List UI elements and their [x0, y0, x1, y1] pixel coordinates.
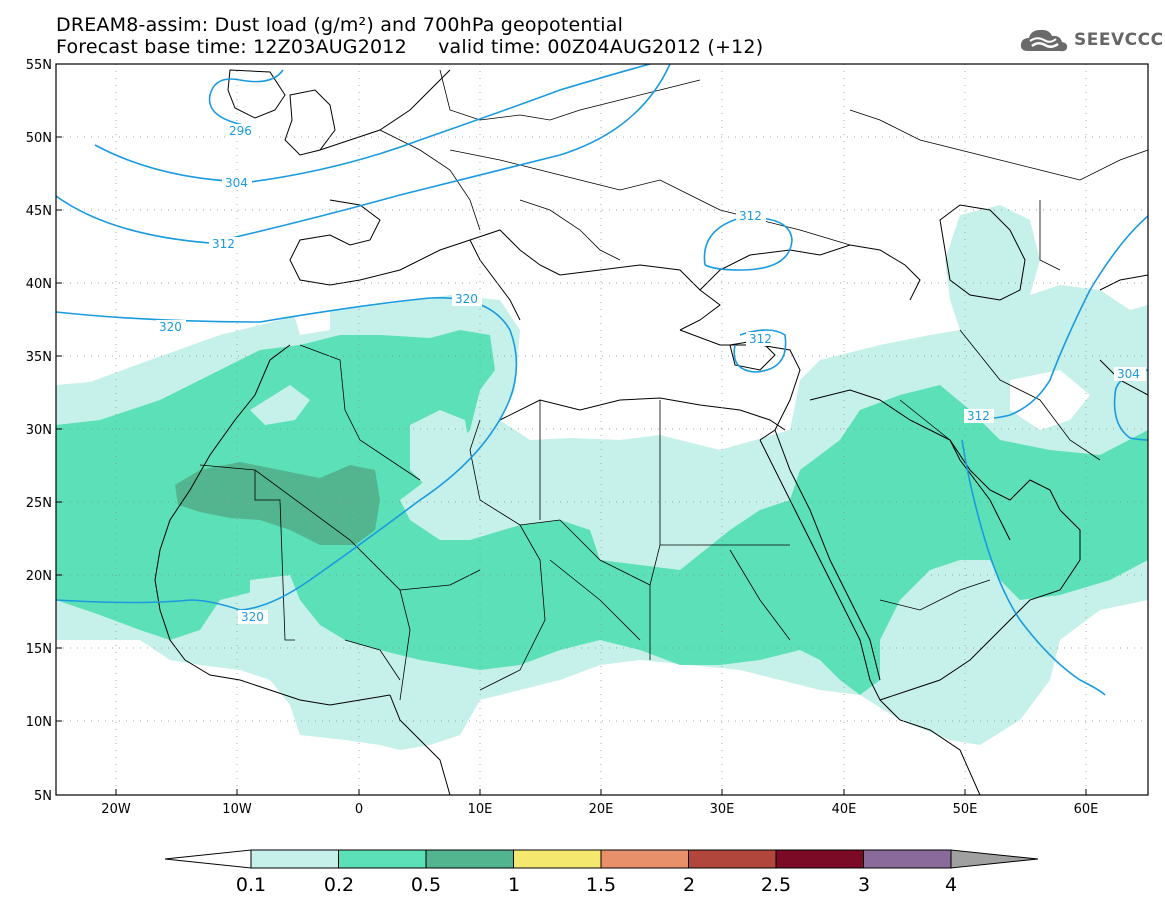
lat-label: 55N	[26, 58, 52, 73]
coastlines	[154, 69, 1148, 795]
dust-region-mid	[56, 330, 1148, 695]
colorbar-tick-label: 0.5	[411, 874, 441, 896]
colorbar-segment	[775, 849, 864, 869]
colorbar-segment	[250, 849, 339, 869]
map-subtitle: Forecast base time: 12Z03AUG2012 valid t…	[56, 36, 764, 58]
colorbar-segment	[425, 849, 514, 869]
dust-gap-1	[1010, 370, 1090, 430]
lon-label: 20W	[101, 802, 131, 817]
lat-label: 25N	[26, 496, 52, 511]
contour-label: 304	[225, 176, 248, 190]
colorbar-tick-label: 3	[858, 874, 870, 896]
contour-label-group: 296 304 312 320 320 320 312 312 312 304	[156, 124, 1146, 624]
contour-312-cyprus	[733, 329, 787, 373]
colorbar-segment	[863, 849, 952, 869]
colorbar-segment	[688, 849, 777, 869]
contour-312-east	[974, 215, 1148, 421]
contour-label: 320	[241, 610, 264, 624]
lon-label: 40E	[832, 802, 857, 817]
colorbar-tick-label: 4	[945, 874, 957, 896]
lon-label: 0	[355, 802, 363, 817]
lon-label: 30E	[710, 802, 735, 817]
lon-label: 60E	[1074, 802, 1099, 817]
lon-label: 10E	[468, 802, 493, 817]
lat-label: 30N	[26, 423, 52, 438]
dust-gap-5	[250, 575, 300, 610]
colorbar-under-triangle	[164, 849, 252, 869]
lat-label: 15N	[26, 642, 52, 657]
lat-label: 20N	[26, 569, 52, 584]
colorbar-tick-label: 0.2	[324, 874, 354, 896]
contour-304	[94, 64, 651, 183]
contour-label: 312	[212, 237, 235, 251]
colorbar-labels: 0.1 0.2 0.5 1 1.5 2 2.5 3 4	[236, 874, 957, 896]
dust-gap-6	[920, 595, 1000, 640]
lat-label: 5N	[34, 789, 52, 804]
seevccc-logo: SEEVCCC	[1018, 25, 1164, 55]
dust-gap-3	[250, 385, 310, 425]
lat-label: 50N	[26, 131, 52, 146]
lon-label: 50E	[953, 802, 978, 817]
lon-label: 20E	[589, 802, 614, 817]
map-title: DREAM8-assim: Dust load (g/m²) and 700hP…	[56, 14, 624, 36]
contour-312-black	[703, 216, 793, 271]
colorbar-segment	[600, 849, 689, 869]
cloud-icon	[1020, 29, 1068, 52]
contour-label: 304	[1117, 367, 1140, 381]
colorbar-tick-label: 2	[683, 874, 695, 896]
contour-label: 312	[749, 332, 772, 346]
lat-label: 40N	[26, 277, 52, 292]
contour-label: 312	[739, 209, 762, 223]
longitude-labels: 20W 10W 0 10E 20E 30E 40E 50E 60E	[101, 802, 1098, 817]
colorbar-tick-label: 1.5	[586, 874, 616, 896]
colorbar	[164, 849, 1039, 869]
lat-label: 45N	[26, 204, 52, 219]
contour-label: 296	[229, 124, 252, 138]
map-content	[56, 64, 1148, 795]
colorbar-tick-label: 1	[508, 874, 520, 896]
logo-text: SEEVCCC	[1074, 30, 1164, 50]
dust-gap-4	[410, 410, 470, 490]
borders	[199, 69, 1148, 701]
dust-gap-2	[290, 300, 330, 335]
axis-ticks	[56, 63, 1087, 795]
lat-label: 35N	[26, 350, 52, 365]
contour-296	[208, 69, 284, 128]
latitude-labels: 55N 50N 45N 40N 35N 30N 25N 20N 15N 10N …	[26, 58, 52, 804]
contour-label: 320	[455, 292, 478, 306]
colorbar-segment	[513, 849, 602, 869]
contour-312-gulf	[961, 439, 1106, 696]
lat-label: 10N	[26, 715, 52, 730]
contour-320-north	[56, 296, 518, 611]
geopotential-contours	[56, 64, 1148, 696]
contour-312-west	[56, 64, 671, 244]
contour-label: 312	[967, 409, 990, 423]
colorbar-segment	[338, 849, 427, 869]
colorbar-over-triangle	[950, 849, 1039, 869]
colorbar-tick-label: 0.1	[236, 874, 266, 896]
contour-label: 320	[159, 320, 182, 334]
colorbar-tick-label: 2.5	[761, 874, 791, 896]
lon-label: 10W	[222, 802, 252, 817]
